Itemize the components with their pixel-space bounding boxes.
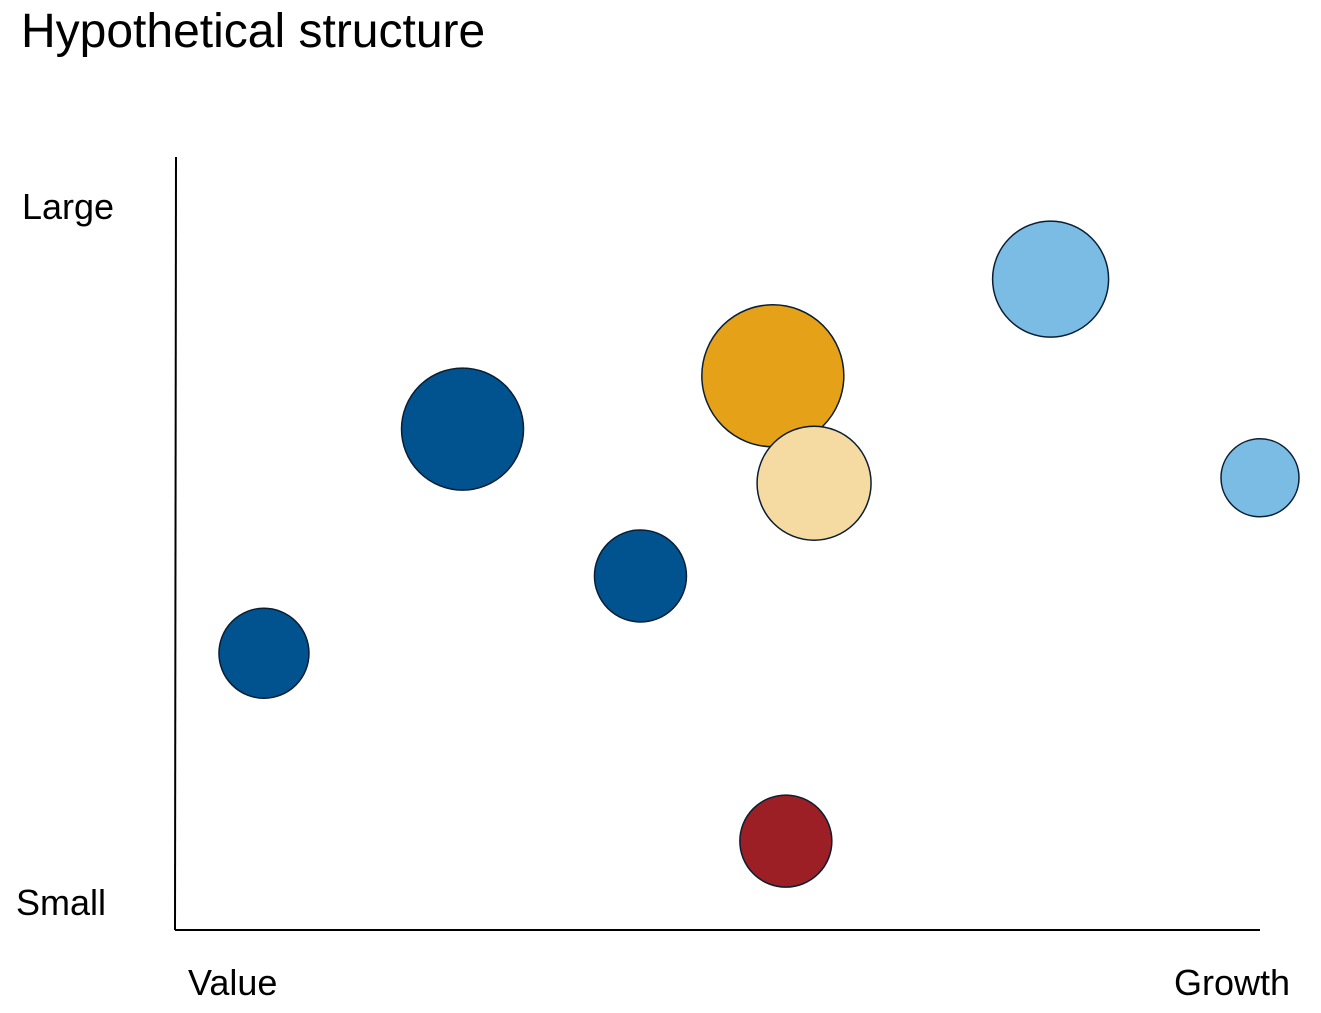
bubble-8 xyxy=(739,794,833,888)
bubble-1 xyxy=(218,607,310,700)
y-label-bottom: Small xyxy=(16,882,107,923)
y-label-top: Large xyxy=(22,186,115,227)
y-axis xyxy=(174,156,177,931)
bubble-2 xyxy=(400,367,525,491)
x-label-right: Growth xyxy=(1174,962,1291,1003)
bubble-4 xyxy=(701,304,845,448)
bubble-5 xyxy=(756,425,872,541)
bubble-3 xyxy=(593,529,688,623)
chart-title: Hypothetical structure xyxy=(21,5,486,58)
x-label-left: Value xyxy=(188,962,278,1003)
bubble-7 xyxy=(1220,438,1300,518)
bubble-6 xyxy=(991,220,1110,338)
